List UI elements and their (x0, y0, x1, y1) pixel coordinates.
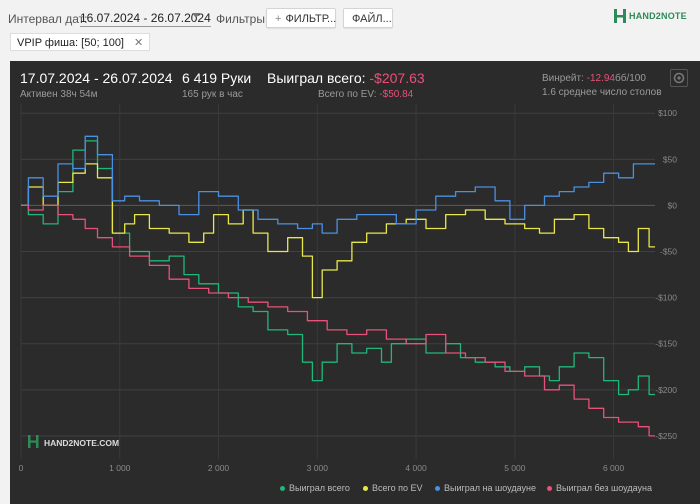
x-tick-label: 5 000 (504, 463, 526, 473)
legend-showdown-marker (435, 486, 440, 492)
filter-button-label: ФИЛЬТР... (285, 13, 337, 25)
legend-won-marker (280, 486, 285, 492)
x-tick-label: 6 000 (603, 463, 625, 473)
date-range-picker[interactable]: 16.07.2024 - 26.07.2024 (80, 11, 211, 27)
series-line-1 (21, 163, 655, 299)
y-axis-labels: $100 $50 $0 -$50 -$100 -$150 -$200 -$250 (655, 108, 677, 441)
y-tick-label: $0 (668, 200, 678, 210)
x-tick-label: 3 000 (307, 463, 329, 473)
x-tick-label: 4 000 (405, 463, 427, 473)
close-icon[interactable]: ✕ (134, 37, 144, 49)
y-tick-label: -$200 (655, 385, 677, 395)
watermark-text: HAND2NOTE.COM (44, 438, 119, 448)
y-tick-label: -$50 (660, 247, 677, 257)
winrate-label: Винрейт: (542, 73, 584, 84)
legend-showdown-label: Выиграл на шоудауне (444, 483, 536, 493)
x-tick-label: 0 (19, 463, 24, 473)
filters-label: Фильтры: (216, 12, 269, 26)
file-button-label: ФАЙЛ... (352, 13, 392, 25)
toolbar: Интервал дат: 16.07.2024 - 26.07.2024 Фи… (0, 0, 700, 34)
interval-label: Интервал дат: (8, 12, 88, 26)
winrate-value: -12.94 (586, 73, 615, 84)
x-tick-label: 1 000 (109, 463, 131, 473)
active-filter-label: VPIP фиша: [50; 100] (17, 37, 124, 49)
gear-icon (673, 72, 685, 84)
settings-button[interactable] (670, 69, 688, 87)
legend-won[interactable]: Выиграл всего (280, 483, 350, 493)
won-total: Выиграл всего: -$207.63 (267, 70, 425, 86)
y-tick-label: -$250 (655, 431, 677, 441)
hands-per-hour: 165 рук в час (182, 89, 243, 100)
tables-count: 1.6 среднее число столов (542, 87, 662, 98)
period-text: 17.07.2024 - 26.07.2024 (20, 70, 173, 86)
winrate: Винрейт: -12.94бб/100 (542, 73, 646, 84)
legend-nonshowdown-marker (547, 486, 552, 492)
won-label: Выиграл всего: (267, 70, 366, 86)
file-button[interactable]: ФАЙЛ... (343, 8, 393, 28)
y-tick-label: $100 (658, 108, 677, 118)
x-tick-label: 2 000 (208, 463, 230, 473)
legend-nonshowdown[interactable]: Выиграл без шоудауна (547, 483, 652, 493)
logo-text: HAND2NOTE (629, 11, 687, 21)
y-tick-label: -$150 (655, 339, 677, 349)
legend-won-label: Выиграл всего (289, 483, 350, 493)
active-time: Активен 38ч 54м (20, 89, 98, 100)
ev-total: Всего по EV: -$50.84 (318, 89, 413, 100)
chart-grid (20, 104, 655, 459)
hands-count: 6 419 Руки (182, 70, 252, 86)
plus-icon: + (275, 13, 282, 25)
legend-ev-marker (363, 486, 368, 492)
chart: $100 $50 $0 -$50 -$100 -$150 -$200 -$250 0 1 000… (19, 104, 677, 473)
x-axis-labels: 0 1 000 2 000 3 000 4 000 5 000 6 000 (19, 463, 625, 473)
graph-panel: 17.07.2024 - 26.07.2024 Активен 38ч 54м … (10, 61, 700, 504)
ev-value: -$50.84 (379, 89, 414, 100)
series-line-3 (21, 204, 655, 437)
watermark: HAND2NOTE.COM (28, 435, 119, 448)
app-logo: HAND2NOTE (614, 9, 687, 23)
series-line-2 (21, 135, 655, 234)
series-line-0 (21, 140, 655, 396)
winrate-unit: бб/100 (615, 73, 646, 84)
legend-ev[interactable]: Всего по EV (363, 483, 422, 493)
y-tick-label: $50 (663, 154, 677, 164)
legend-nonshowdown-label: Выиграл без шоудауна (556, 483, 652, 493)
ev-label: Всего по EV: (318, 89, 377, 100)
active-filter-chip: VPIP фиша: [50; 100] ✕ (10, 33, 151, 51)
legend-showdown[interactable]: Выиграл на шоудауне (435, 483, 536, 493)
y-tick-label: -$100 (655, 293, 677, 303)
legend-ev-label: Всего по EV (372, 483, 423, 493)
filter-button[interactable]: + ФИЛЬТР... (266, 8, 336, 28)
won-value: -$207.63 (369, 70, 425, 86)
chevron-down-icon[interactable] (192, 13, 200, 18)
chart-lines (21, 135, 655, 437)
logo-icon (614, 9, 626, 23)
